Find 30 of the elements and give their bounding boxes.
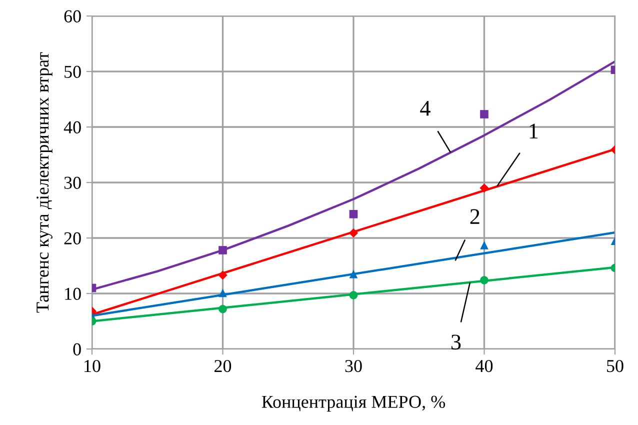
point xyxy=(218,304,227,314)
y-tick-label: 50 xyxy=(64,66,81,78)
point xyxy=(348,228,358,238)
x-tick-label: 50 xyxy=(607,360,624,372)
x-tick-label: 10 xyxy=(84,360,100,372)
point xyxy=(349,291,358,300)
point xyxy=(218,246,227,254)
x-tick-label: 20 xyxy=(214,360,232,372)
point xyxy=(480,241,488,250)
y-tick-label: 40 xyxy=(64,121,81,134)
y-tick-label: 0 xyxy=(73,343,81,356)
point xyxy=(349,270,358,278)
x-tick-label: 30 xyxy=(345,360,362,372)
y-tick-label: 10 xyxy=(65,288,81,300)
annotation: 3 xyxy=(451,334,461,350)
point xyxy=(480,110,488,118)
y-axis-title: Тангенс кута діелектричних втрат xyxy=(36,52,52,313)
annotation: 2 xyxy=(470,209,480,224)
x-axis-title: Концентрація МЕРО, % xyxy=(262,396,446,412)
point xyxy=(349,210,358,218)
point xyxy=(218,288,227,298)
y-tick-label: 20 xyxy=(64,232,81,244)
x-tick-label: 40 xyxy=(476,360,493,372)
point xyxy=(218,270,228,280)
annotation: 4 xyxy=(420,101,430,116)
point xyxy=(480,276,488,284)
y-tick-label: 30 xyxy=(64,176,81,189)
y-tick-label: 60 xyxy=(64,10,81,22)
point xyxy=(480,183,489,193)
annotation: 1 xyxy=(530,124,538,138)
